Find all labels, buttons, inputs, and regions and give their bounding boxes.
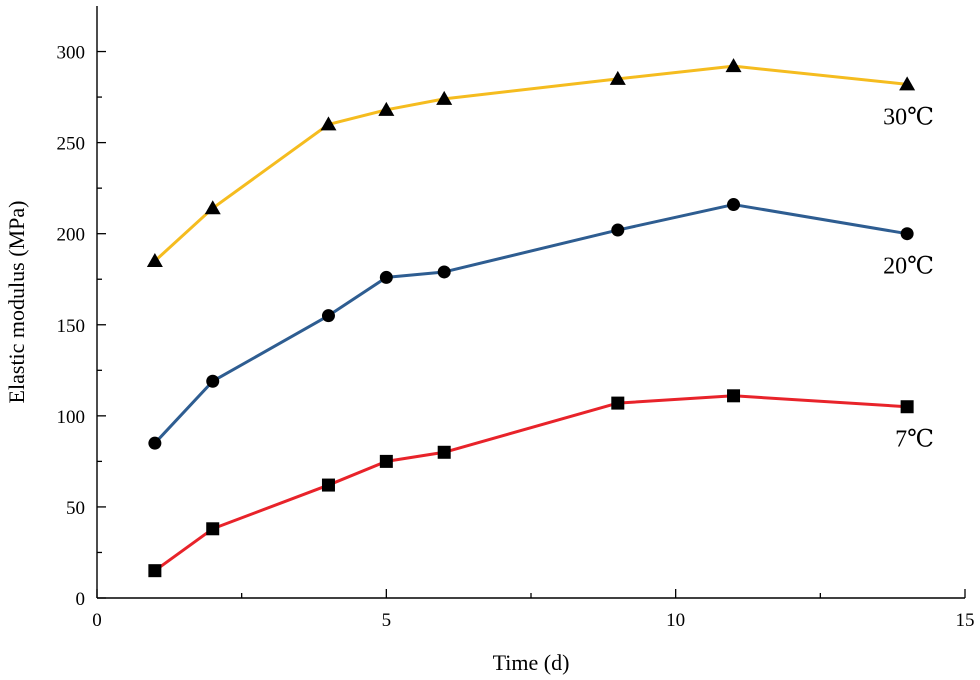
series-group [146,58,916,578]
data-point-circle [437,265,451,279]
y-tick-label: 0 [76,589,86,610]
series-label-20c: 20℃ [883,254,934,280]
data-point-square [206,522,220,536]
data-point-triangle [609,70,626,85]
y-tick-label: 300 [57,43,86,64]
data-point-square [321,478,335,492]
data-point-triangle [378,101,395,116]
y-axis-title: Elastic modulus (MPa) [4,201,29,404]
x-tick-label: 0 [92,610,102,631]
y-tick-label: 50 [66,498,85,519]
series-labels: 30℃ 20℃ 7℃ [883,104,934,452]
data-point-circle [727,198,741,212]
series-label-30c: 30℃ [883,104,934,130]
data-point-circle [611,223,625,237]
x-axis-title: Time (d) [493,650,570,675]
y-tick-label: 150 [57,316,86,337]
data-point-circle [148,436,162,450]
data-point-square [611,396,625,410]
data-point-circle [321,309,335,323]
y-tick-label: 100 [57,407,86,428]
x-tick-label: 5 [382,610,392,631]
series-label-7c: 7℃ [895,427,934,453]
y-tick-label: 250 [57,134,86,155]
series-line [153,394,908,572]
y-tick-label: 200 [57,225,86,246]
data-point-square [900,400,914,414]
data-point-circle [379,270,393,284]
data-point-triangle [436,90,453,105]
axes [96,6,965,599]
x-tick-label: 10 [666,610,685,631]
data-point-square [437,445,451,459]
x-tick-label: 15 [956,610,975,631]
series-2 [148,389,914,578]
series-0 [146,58,916,268]
data-point-circle [206,374,220,388]
data-point-triangle [204,200,221,215]
data-point-triangle [146,253,163,268]
series-line [153,64,908,263]
data-point-square [727,389,741,403]
data-point-square [379,454,393,468]
data-point-triangle [899,76,916,91]
data-point-circle [900,227,914,241]
data-point-square [148,564,162,578]
series-line [153,203,908,445]
data-point-triangle [725,58,742,73]
series-1 [148,198,914,450]
data-point-triangle [320,116,337,131]
